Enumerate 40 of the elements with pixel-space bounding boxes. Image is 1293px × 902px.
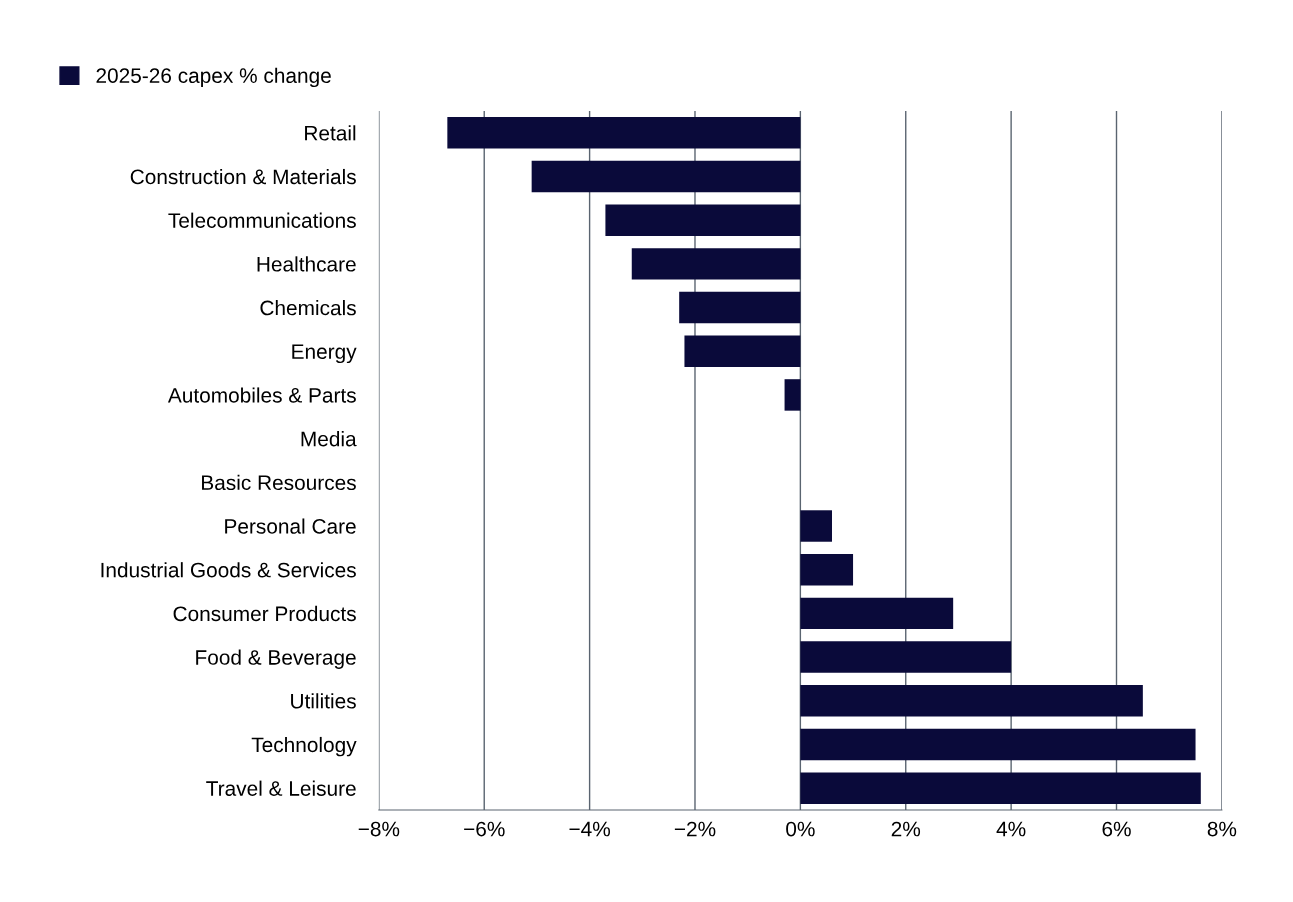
y-tick-label: Consumer Products	[173, 605, 356, 622]
bar	[800, 772, 1201, 804]
y-tick-label: Travel & Leisure	[206, 780, 356, 796]
bar	[679, 291, 801, 324]
bar	[684, 335, 801, 367]
x-tick-label: 0%	[786, 821, 815, 837]
x-tick-label: −2%	[674, 821, 716, 837]
y-tick-label: Basic Resources	[202, 474, 356, 491]
y-tick-label: Automobiles & Parts	[167, 387, 356, 403]
x-tick-label: −8%	[358, 821, 400, 837]
bar	[605, 204, 801, 236]
bar	[800, 728, 1196, 761]
bar	[447, 117, 801, 149]
bar	[784, 379, 801, 411]
y-tick-label: Food & Beverage	[196, 649, 356, 669]
y-tick-label: Telecommunications	[168, 212, 356, 228]
bar	[800, 641, 1012, 673]
y-tick-label: Chemicals	[260, 300, 356, 316]
x-tick-label: 8%	[1207, 821, 1237, 837]
x-tick-label: 2%	[891, 821, 921, 837]
y-tick-label: Construction & Materials	[130, 168, 356, 185]
bar	[800, 685, 1143, 717]
x-tick-label: −4%	[569, 821, 610, 837]
bar	[800, 510, 832, 542]
y-tick-label: Utilities	[291, 693, 356, 709]
legend-label: 2025-26 capex % change	[96, 67, 331, 88]
y-tick-label: Technology	[251, 736, 357, 757]
x-tick-label: 6%	[1102, 821, 1131, 837]
y-tick-label: Retail	[305, 125, 356, 141]
y-tick-label: Media	[301, 431, 357, 447]
y-tick-label: Personal Care	[225, 518, 356, 534]
x-tick-label: 4%	[996, 821, 1026, 837]
bar	[800, 553, 854, 586]
bar	[800, 597, 954, 630]
bar	[631, 248, 801, 280]
y-tick-label: Healthcare	[257, 256, 356, 272]
x-tick-label: −6%	[464, 821, 505, 837]
y-tick-label: Industrial Goods & Services	[101, 562, 356, 578]
bar	[531, 160, 801, 193]
y-tick-label: Energy	[292, 344, 357, 364]
